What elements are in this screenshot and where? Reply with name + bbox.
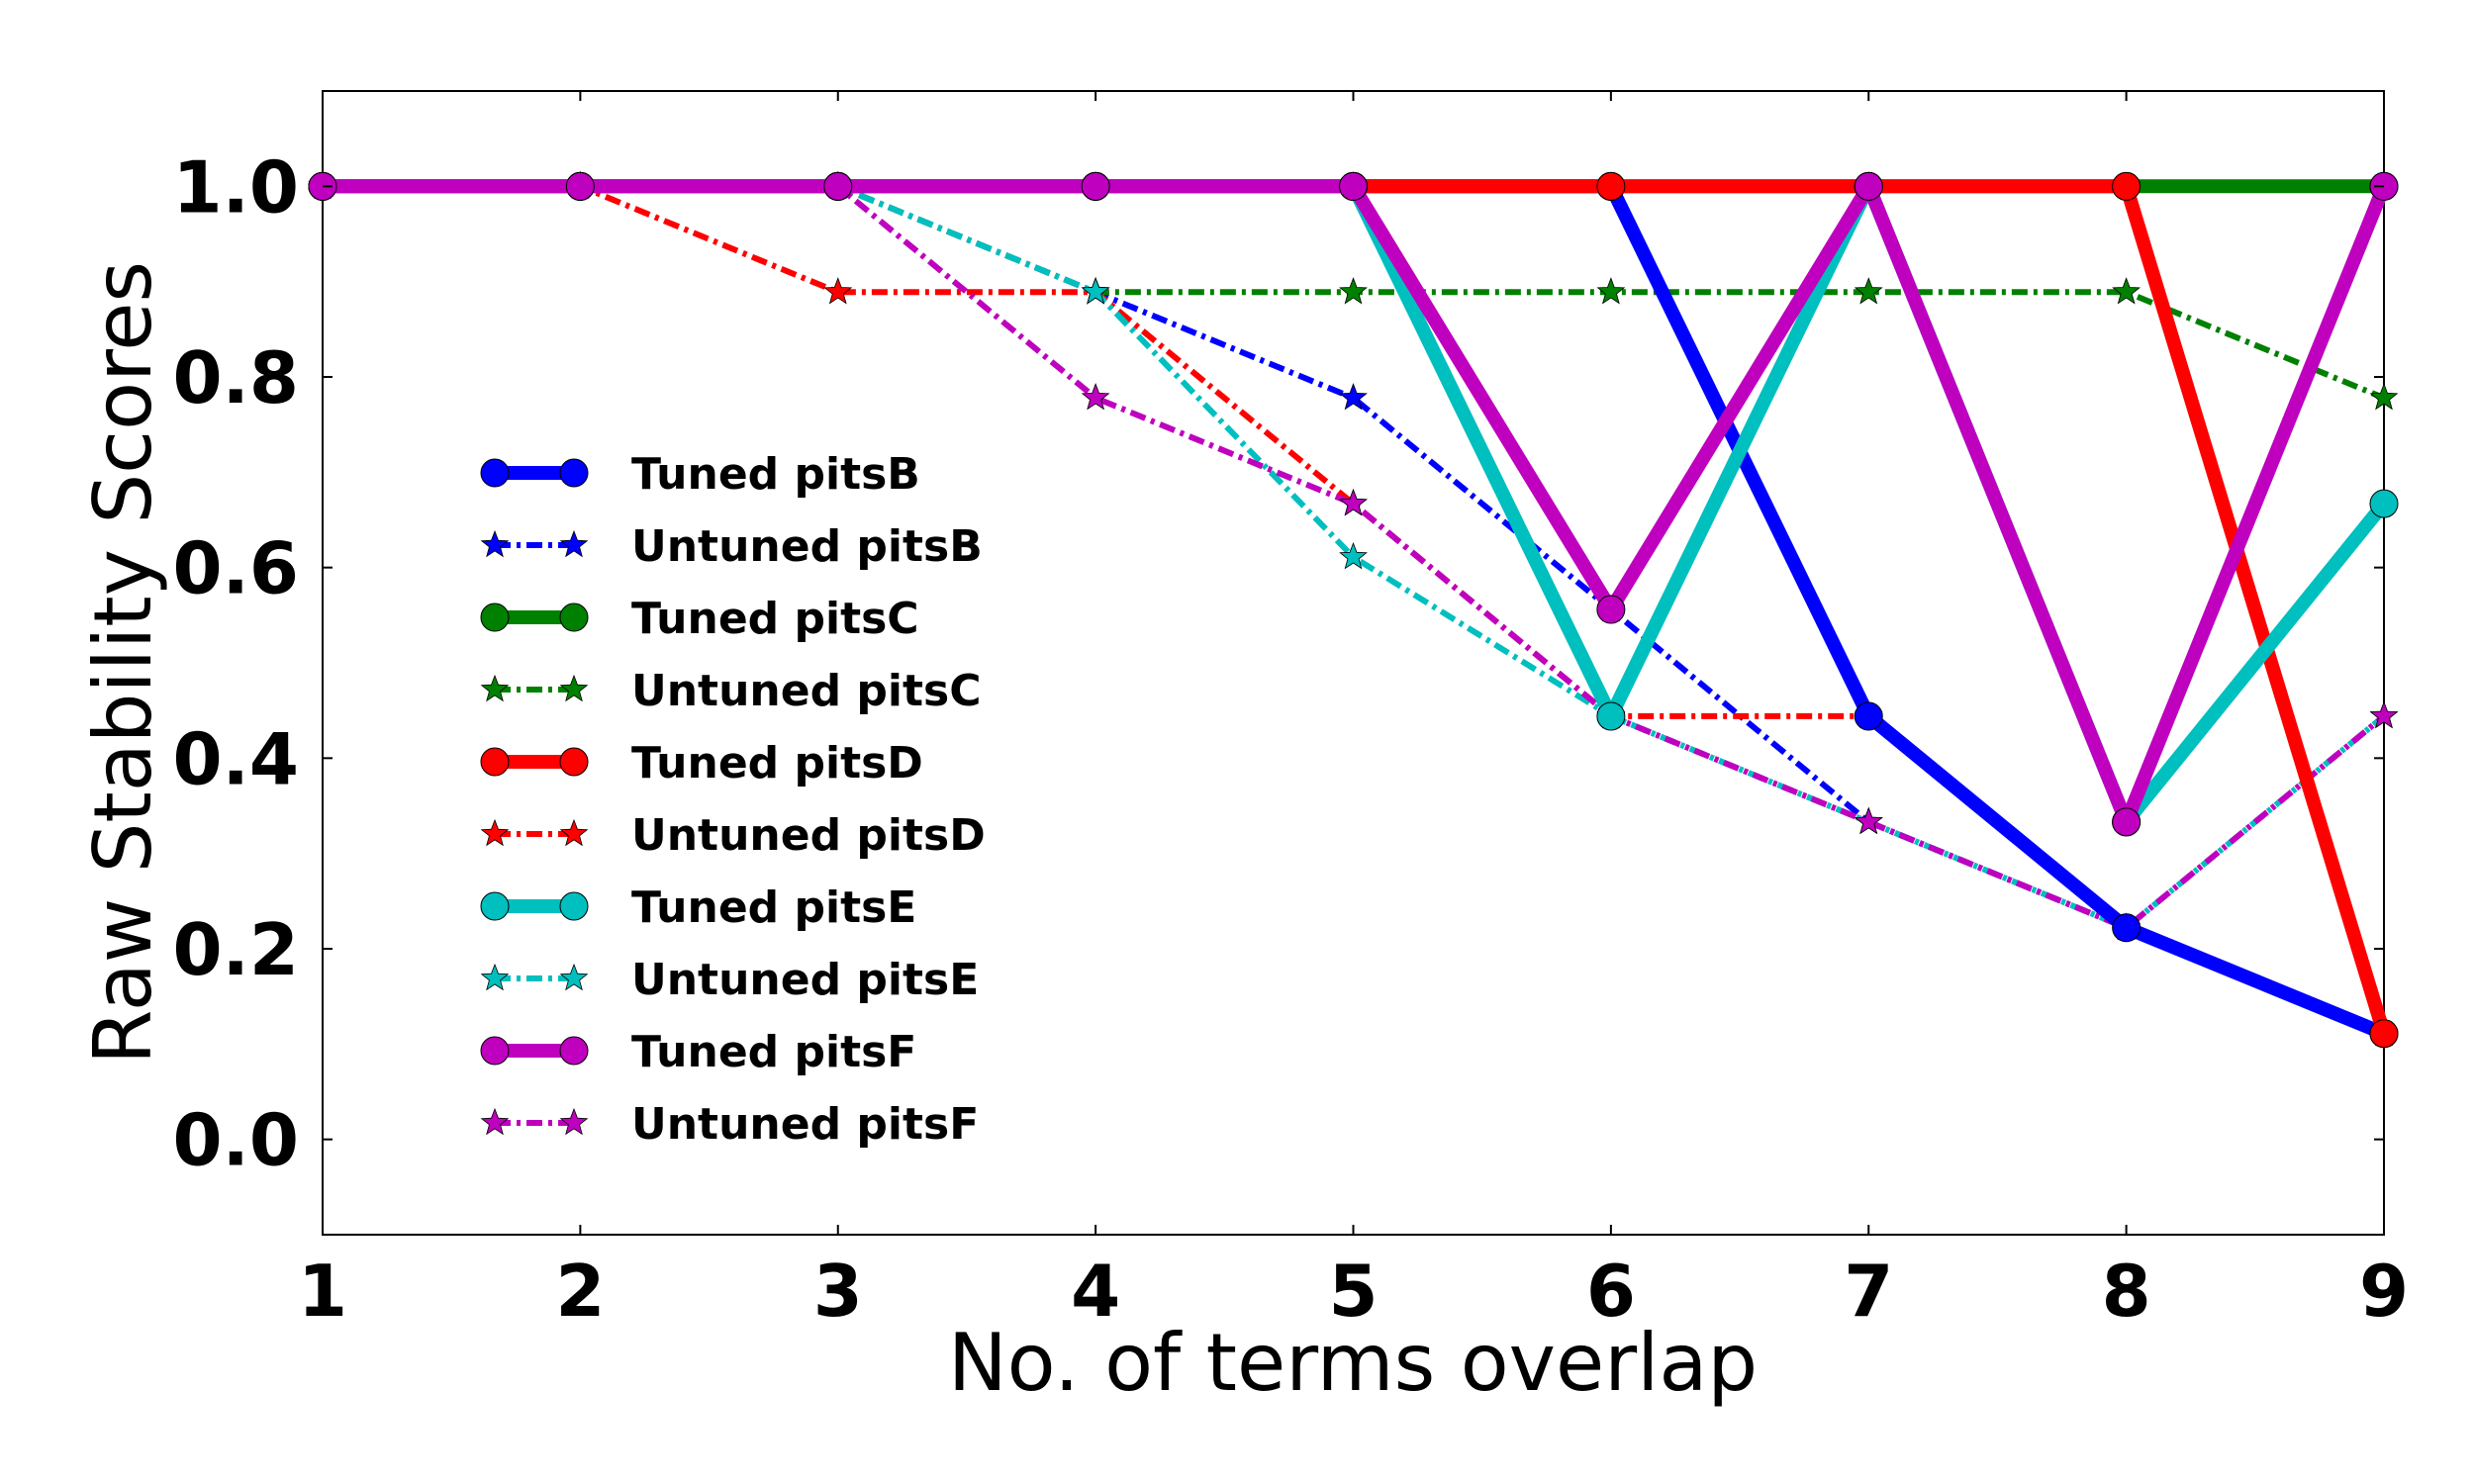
legend-label: Tuned pitsB: [631, 449, 920, 500]
legend-label: Untuned pitsF: [631, 1099, 979, 1150]
data-point: [1339, 277, 1368, 305]
data-point: [1596, 595, 1626, 624]
data-point: [1854, 171, 1883, 201]
y-tick-label: 0.8: [172, 336, 299, 419]
data-point: [2112, 277, 2141, 305]
y-tick-label: 0.6: [172, 527, 299, 610]
legend-label: Tuned pitsF: [631, 1027, 916, 1077]
legend-marker: [480, 1107, 510, 1136]
data-point: [1339, 488, 1368, 516]
legend: Tuned pitsB Untuned pitsB Tuned pitsC Untun…: [480, 449, 986, 1150]
legend-marker: [480, 529, 510, 558]
x-tick-label: 8: [2102, 1250, 2151, 1333]
y-tick-label: 0.0: [172, 1099, 299, 1182]
legend-marker: [480, 818, 510, 847]
legend-entry: Untuned pitsD: [480, 810, 986, 861]
legend-marker: [480, 891, 510, 921]
data-point: [2369, 383, 2399, 411]
series-line: [323, 183, 2386, 931]
legend-entry: Untuned pitsE: [480, 955, 979, 1005]
legend-marker: [559, 963, 589, 991]
legend-entry: Tuned pitsF: [480, 1027, 916, 1077]
x-tick-label: 3: [813, 1250, 863, 1333]
data-point: [1596, 701, 1626, 731]
data-point: [2112, 171, 2141, 201]
data-point: [1081, 383, 1110, 411]
y-axis-title: Raw Stability Scores: [77, 261, 169, 1065]
ticks-layer: 1 2 3 4 5 6 7 8 9 0.0 0.2 0.4 0.6 0.8 1.0: [172, 91, 2409, 1333]
data-point: [1339, 171, 1368, 201]
legend-marker: [559, 747, 589, 777]
legend-label: Untuned pitsC: [631, 666, 981, 716]
data-point: [2369, 1019, 2399, 1049]
data-point: [2369, 700, 2399, 729]
legend-entry: Tuned pitsE: [480, 882, 916, 933]
data-point: [1596, 171, 1626, 201]
x-axis-title: No. of terms overlap: [948, 1317, 1758, 1409]
legend-marker: [480, 674, 510, 702]
series-tuned-pitsf: [308, 171, 2399, 837]
series-layer: [308, 171, 2399, 1049]
data-point: [2112, 807, 2141, 837]
legend-entry: Tuned pitsC: [480, 594, 919, 644]
legend-entry: Untuned pitsB: [480, 521, 983, 572]
legend-marker: [480, 458, 510, 488]
x-tick-label: 6: [1586, 1250, 1636, 1333]
legend-marker: [480, 1036, 510, 1066]
data-point: [1854, 701, 1883, 731]
legend-label: Untuned pitsE: [631, 955, 979, 1005]
legend-marker: [559, 674, 589, 702]
y-tick-label: 1.0: [172, 145, 299, 229]
legend-label: Tuned pitsD: [631, 738, 923, 788]
legend-marker: [559, 603, 589, 632]
x-tick-label: 4: [1071, 1250, 1120, 1333]
x-tick-label: 2: [555, 1250, 605, 1333]
legend-label: Untuned pitsB: [631, 521, 983, 572]
legend-entry: Tuned pitsB: [480, 449, 920, 500]
data-point: [2112, 913, 2141, 943]
legend-marker: [559, 891, 589, 921]
x-tick-label: 5: [1328, 1250, 1378, 1333]
data-point: [1339, 383, 1368, 411]
legend-label: Untuned pitsD: [631, 810, 986, 861]
legend-marker: [480, 963, 510, 991]
legend-marker: [559, 529, 589, 558]
legend-marker: [559, 818, 589, 847]
legend-marker: [559, 458, 589, 488]
legend-label: Tuned pitsC: [631, 594, 919, 644]
y-tick-label: 0.4: [172, 717, 299, 800]
legend-marker: [480, 603, 510, 632]
legend-marker: [480, 747, 510, 777]
data-point: [565, 171, 595, 201]
data-point: [1339, 541, 1368, 570]
data-point: [1596, 277, 1626, 305]
legend-label: Tuned pitsE: [631, 882, 916, 933]
x-tick-label: 1: [298, 1250, 347, 1333]
legend-entry: Untuned pitsC: [480, 666, 981, 716]
legend-marker: [559, 1107, 589, 1136]
x-tick-label: 7: [1844, 1250, 1893, 1333]
legend-entry: Untuned pitsF: [480, 1099, 979, 1150]
data-point: [823, 171, 853, 201]
data-point: [823, 277, 853, 305]
x-tick-label: 9: [2359, 1250, 2409, 1333]
data-point: [1081, 277, 1110, 305]
data-point: [1081, 171, 1110, 201]
legend-entry: Tuned pitsD: [480, 738, 923, 788]
data-point: [2369, 489, 2399, 518]
y-tick-label: 0.2: [172, 908, 299, 991]
data-point: [1854, 277, 1883, 305]
legend-marker: [559, 1036, 589, 1066]
data-point: [1854, 806, 1883, 835]
